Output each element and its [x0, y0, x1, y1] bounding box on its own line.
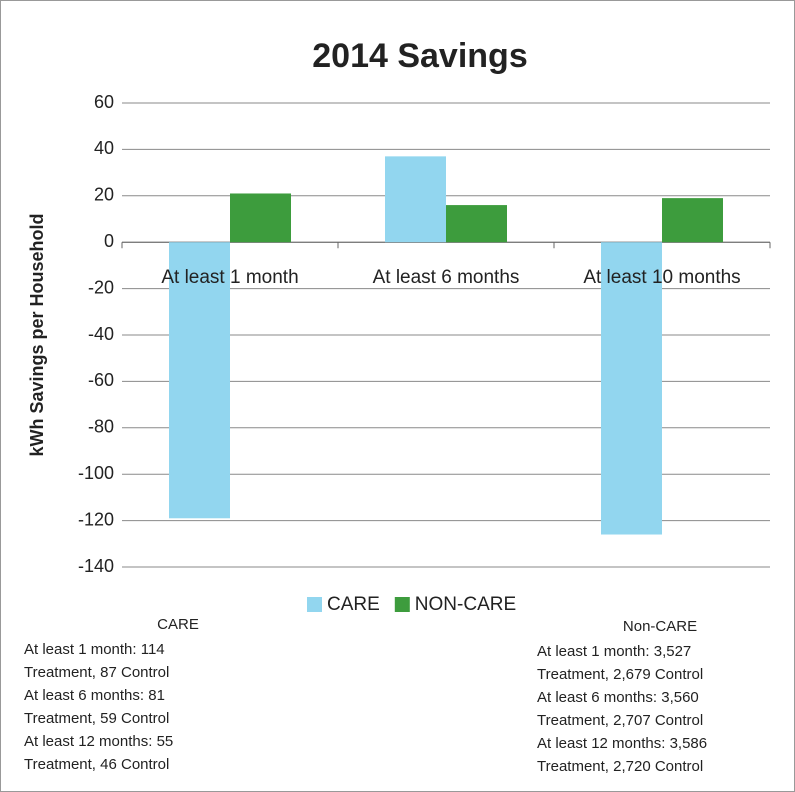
note-line: At least 6 months: 3,560: [537, 689, 699, 706]
x-tick-label: At least 1 month: [161, 267, 298, 288]
note-line: At least 6 months: 81: [24, 687, 165, 704]
y-tick-label: -40: [88, 324, 114, 344]
note-line: Treatment, 2,679 Control: [537, 666, 703, 683]
legend-label: CARE: [327, 594, 380, 615]
y-tick-label: -80: [88, 417, 114, 437]
y-tick-label: -120: [78, 509, 114, 529]
bar: [169, 242, 230, 519]
legend-swatch: [307, 597, 322, 612]
bar: [662, 198, 723, 243]
note-line: At least 12 months: 55: [24, 733, 173, 750]
y-tick-label: -100: [78, 463, 114, 483]
bar: [601, 242, 662, 535]
bar: [385, 156, 446, 243]
note-line: At least 12 months: 3,586: [537, 735, 707, 752]
x-tick-label: At least 10 months: [583, 267, 740, 288]
y-tick-label: -20: [88, 277, 114, 297]
note-line: Treatment, 59 Control: [24, 710, 169, 727]
note-line: At least 1 month: 3,527: [537, 643, 691, 660]
legend-swatch: [394, 597, 410, 612]
bar: [446, 205, 507, 243]
note-title: Non-CARE: [623, 618, 697, 635]
note-line: Treatment, 87 Control: [24, 664, 169, 681]
chart-title: 2014 Savings: [312, 37, 527, 75]
note-line: At least 1 month: 114: [24, 641, 165, 658]
y-tick-label: -140: [78, 556, 114, 576]
y-tick-label: 60: [94, 92, 114, 112]
y-tick-label: 40: [94, 138, 114, 158]
note-line: Treatment, 2,720 Control: [537, 758, 703, 775]
note-line: Treatment, 46 Control: [24, 756, 169, 773]
note-line: Treatment, 2,707 Control: [537, 712, 703, 729]
legend-label: NON-CARE: [415, 594, 516, 615]
y-tick-label: -60: [88, 370, 114, 390]
note-title: CARE: [157, 616, 199, 633]
y-tick-label: 20: [94, 185, 114, 205]
y-axis-label: kWh Savings per Household: [27, 213, 47, 456]
y-tick-label: 0: [104, 231, 114, 251]
bar: [230, 193, 291, 243]
x-tick-label: At least 6 months: [373, 267, 520, 288]
